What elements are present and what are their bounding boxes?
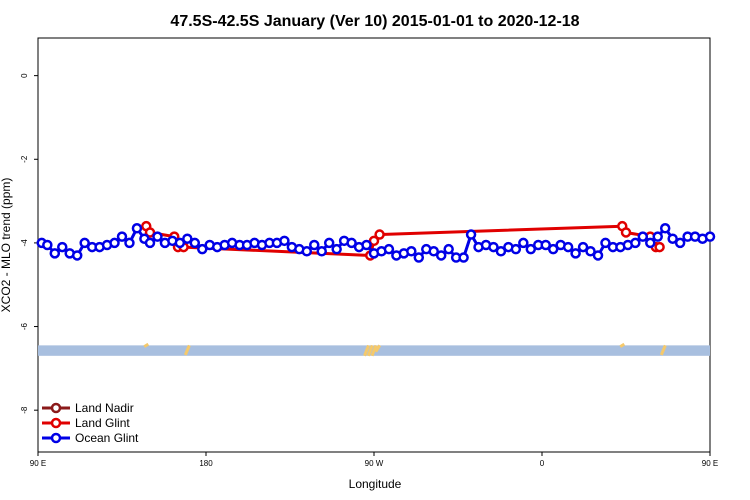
- chart-title: 47.5S-42.5S January (Ver 10) 2015-01-01 …: [170, 13, 579, 30]
- land-glint-point-1: [144, 227, 156, 238]
- land-mark-2: [363, 344, 370, 357]
- ocean-glint-point-75: [592, 250, 604, 261]
- ocean-glint-point-13: [131, 223, 143, 234]
- legend-label-land-glint: Land Glint: [75, 416, 130, 430]
- ocean-glint-point-37: [309, 239, 320, 251]
- y-tick-label-0: 0: [20, 73, 29, 78]
- ocean-glint-point-44: [361, 239, 372, 251]
- land-mark-layer: [143, 342, 667, 357]
- x-tick-label-3: 0: [540, 459, 545, 468]
- ocean-glint-point-21: [189, 237, 201, 249]
- ocean-glint-point-83: [652, 231, 663, 242]
- x-axis-ticks: 90 E 180 90 W 0 90 E: [30, 452, 718, 468]
- x-tick-label-2: 90 W: [365, 459, 384, 468]
- y-tick-label-2: -4: [20, 239, 29, 247]
- ocean-glint-point-69: [547, 243, 559, 255]
- ocean-glint-point-61: [488, 241, 499, 253]
- legend-marker-ocean-glint: [50, 432, 62, 444]
- series-layer: [36, 220, 716, 263]
- ocean-glint-point-5: [71, 250, 83, 261]
- y-axis-label: XCO2 - MLO trend (ppm): [0, 178, 13, 313]
- ocean-glint-point-81: [637, 231, 649, 242]
- ocean-glint-point-16: [152, 231, 163, 242]
- y-tick-label-3: -6: [20, 322, 29, 330]
- ocean-glint-point-12: [124, 237, 135, 249]
- land-mark-5: [374, 344, 381, 353]
- legend-marker-land-nadir: [50, 402, 62, 414]
- y-tick-label-4: -8: [20, 406, 29, 414]
- ocean-glint-point-10: [109, 237, 120, 249]
- ocean-glint-point-57: [458, 252, 469, 263]
- ocean-glint-point-55: [443, 243, 454, 255]
- x-axis-label: Longitude: [349, 477, 402, 491]
- ocean-glint-point-90: [704, 231, 716, 242]
- land-mark-3: [366, 344, 374, 357]
- legend-marker-land-glint: [50, 417, 62, 429]
- ocean-glint-point-22: [197, 243, 208, 255]
- ocean-glint-point-66: [525, 243, 537, 255]
- land-mark-4: [370, 344, 378, 357]
- ocean-glint-point-53: [428, 246, 439, 257]
- ocean-glint-point-19: [174, 237, 186, 249]
- legend-label-ocean-glint: Ocean Glint: [75, 431, 139, 445]
- ocean-glint-point-40: [331, 243, 342, 255]
- ocean-glint-point-72: [570, 248, 581, 259]
- ocean-glint-point-73: [577, 241, 589, 253]
- ocean-glint-point-80: [630, 237, 641, 249]
- ocean-glint-point-33: [279, 235, 290, 247]
- land-mark-6: [619, 342, 626, 348]
- ocean-glint-point-68: [540, 239, 551, 251]
- land-mark-0: [143, 342, 150, 348]
- ocean-glint-point-86: [674, 237, 686, 249]
- land-glint-point-12: [654, 241, 665, 253]
- ocean-glint-point-3: [57, 241, 68, 253]
- land-glint-point-6: [368, 235, 380, 247]
- ocean-glint-point-2: [49, 248, 61, 259]
- ocean-glint-point-85: [667, 233, 678, 244]
- ocean-glint-point-38: [316, 246, 327, 257]
- land-mark-7: [659, 344, 667, 356]
- land-glint-point-7: [374, 229, 385, 240]
- ocean-glint-point-51: [413, 252, 425, 263]
- ocean-glint-point-58: [465, 229, 477, 240]
- ocean-glint-point-74: [585, 246, 596, 257]
- ocean-glint-point-15: [144, 237, 156, 249]
- land-glint-point-9: [620, 227, 632, 238]
- x-tick-label-0: 90 E: [30, 459, 46, 468]
- y-tick-label-1: -2: [20, 155, 29, 163]
- ocean-glint-point-65: [518, 237, 529, 249]
- ocean-glint-point-82: [645, 237, 656, 249]
- land-mark-1: [183, 344, 191, 356]
- ocean-glint-point-62: [495, 246, 507, 257]
- y-axis-ticks: 0 -2 -4 -6 -8: [20, 73, 38, 414]
- x-tick-label-1: 180: [199, 459, 213, 468]
- ocean-glint-point-47: [383, 243, 395, 255]
- legend-label-land-nadir: Land Nadir: [75, 401, 134, 415]
- ocean-glint-point-42: [346, 237, 357, 249]
- ocean-glint-point-64: [510, 243, 522, 255]
- ocean-glint-point-39: [323, 237, 335, 249]
- ocean-glint-point-20: [182, 233, 193, 244]
- ocean-glint-point-71: [562, 241, 574, 253]
- x-tick-label-4: 90 E: [702, 459, 718, 468]
- ocean-glint-point-76: [600, 237, 611, 249]
- ocean-glint-point-1: [42, 239, 53, 251]
- ocean-glint-point-11: [116, 231, 128, 242]
- ocean-glint-point-36: [301, 246, 313, 257]
- ocean-glint-point-50: [406, 246, 417, 257]
- ocean-glint-point-6: [79, 237, 90, 249]
- ocean-glint-point-54: [435, 250, 447, 261]
- ocean-glint-point-84: [659, 223, 671, 234]
